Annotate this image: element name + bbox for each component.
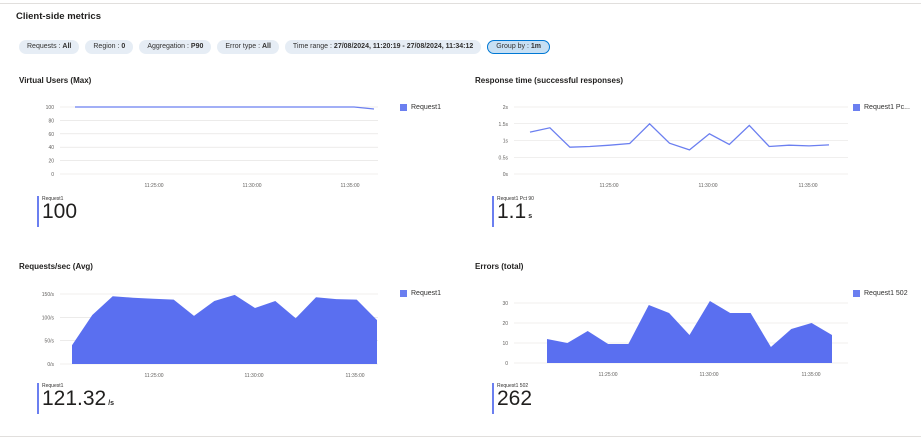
top-divider <box>0 3 921 4</box>
rt-y-tick-label: 0s <box>503 172 509 178</box>
chart-title-response-time: Response time (successful responses) <box>475 76 624 85</box>
legend-label: Request1 502 <box>864 290 908 297</box>
rps-x-tick-label: 11:35:00 <box>345 373 364 379</box>
kpi-requests-per-sec: Request1 121.32/s <box>37 383 114 414</box>
rt-y-tick-label: 2s <box>503 105 509 111</box>
filter-group-by-value: 1m <box>530 43 542 50</box>
rps-y-tick-label: 100/s <box>42 315 55 321</box>
rt-x-tick-label: 11:25:00 <box>599 183 618 189</box>
rps-y-tick-label: 0/s <box>47 362 54 368</box>
filter-error-type-value: All <box>261 43 271 50</box>
filter-error-type-label: Error type <box>225 43 257 50</box>
err-x-tick-label: 11:35:00 <box>801 372 820 378</box>
filter-bar: Requests : All Region : 0 Aggregation : … <box>19 40 551 54</box>
filter-requests[interactable]: Requests : All <box>19 40 80 54</box>
filter-region-label: Region <box>93 43 116 50</box>
filter-time-range-value: 27/08/2024, 11:20:19 - 27/08/2024, 11:34… <box>333 43 474 50</box>
legend-label: Request1 Pc... <box>864 104 910 111</box>
chart-title-virtual-users: Virtual Users (Max) <box>19 76 92 85</box>
vu-x-tick-label: 11:30:00 <box>242 183 261 189</box>
rt-y-tick-label: 1s <box>503 139 509 145</box>
kpi-errors: Request1 502 262 <box>492 383 534 414</box>
vu-y-tick-label: 60 <box>48 132 54 138</box>
filter-requests-label: Requests <box>27 43 57 50</box>
err-y-tick-label: 0 <box>505 361 508 367</box>
filter-requests-value: All <box>62 43 72 50</box>
rps-x-tick-label: 11:30:00 <box>244 373 263 379</box>
section-title: Client-side metrics <box>16 11 101 22</box>
kpi-name: Request1 <box>42 383 64 389</box>
vu-y-tick-label: 0 <box>51 172 54 178</box>
kpi-name: Request1 <box>42 196 64 202</box>
legend-response-time[interactable]: Request1 Pc... <box>853 104 910 111</box>
err-y-tick-label: 10 <box>502 341 508 347</box>
chart-title-requests-per-sec: Requests/sec (Avg) <box>19 262 93 271</box>
rt-y-tick-label: 0.5s <box>499 155 509 161</box>
bottom-divider <box>0 436 921 437</box>
vu-y-tick-label: 100 <box>46 105 55 111</box>
filter-region[interactable]: Region : 0 <box>85 40 134 54</box>
rps-series-area <box>72 294 377 364</box>
kpi-virtual-users: Request1 100 <box>37 196 79 227</box>
filter-group-by-label: Group by <box>496 43 526 50</box>
rps-x-tick-label: 11:25:00 <box>144 373 163 379</box>
chart-title-errors: Errors (total) <box>475 262 524 271</box>
legend-swatch <box>400 104 407 111</box>
err-y-tick-label: 30 <box>502 301 508 307</box>
legend-errors[interactable]: Request1 502 <box>853 290 908 297</box>
legend-swatch <box>853 290 860 297</box>
rt-y-tick-label: 1.5s <box>499 122 509 128</box>
kpi-unit: /s <box>108 400 115 407</box>
vu-x-tick-label: 11:25:00 <box>144 183 163 189</box>
legend-label: Request1 <box>411 290 441 297</box>
kpi-value: 121.32 <box>42 387 107 410</box>
filter-aggregation-label: Aggregation <box>147 43 186 50</box>
filter-time-range-label: Time range <box>292 43 329 50</box>
err-x-tick-label: 11:30:00 <box>699 372 718 378</box>
kpi-name: Request1 502 <box>497 383 529 389</box>
legend-swatch <box>400 290 407 297</box>
rps-y-tick-label: 150/s <box>42 292 55 298</box>
rt-x-tick-label: 11:30:00 <box>698 183 717 189</box>
filter-region-value: 0 <box>121 43 126 50</box>
err-y-tick-label: 20 <box>502 321 508 327</box>
err-x-tick-label: 11:25:00 <box>598 372 617 378</box>
rps-y-tick-label: 50/s <box>45 339 55 345</box>
legend-virtual-users[interactable]: Request1 <box>400 104 441 111</box>
kpi-response-time: Request1 Pct 90 1.1 s <box>492 196 534 227</box>
kpi-name: Request1 Pct 90 <box>497 196 534 202</box>
rt-series-line <box>529 122 830 151</box>
vu-x-tick-label: 11:35:00 <box>340 183 359 189</box>
err-series-area <box>547 301 832 363</box>
kpi-value: 1.1 <box>497 200 527 223</box>
vu-series-line <box>75 106 375 110</box>
vu-y-tick-label: 80 <box>48 118 54 124</box>
filter-error-type[interactable]: Error type : All <box>217 40 279 54</box>
rt-x-tick-label: 11:35:00 <box>798 183 817 189</box>
kpi-value: 262 <box>497 387 533 410</box>
filter-time-range[interactable]: Time range : 27/08/2024, 11:20:19 - 27/0… <box>284 40 482 54</box>
legend-requests-per-sec[interactable]: Request1 <box>400 290 441 297</box>
kpi-value: 100 <box>42 200 78 223</box>
vu-y-tick-label: 20 <box>48 159 54 165</box>
filter-aggregation-value: P90 <box>190 43 204 50</box>
vu-y-tick-label: 40 <box>48 145 54 151</box>
legend-swatch <box>853 104 860 111</box>
filter-group-by[interactable]: Group by : 1m <box>487 40 551 54</box>
kpi-unit: s <box>528 213 533 220</box>
legend-label: Request1 <box>411 104 441 111</box>
filter-aggregation[interactable]: Aggregation : P90 <box>139 40 212 54</box>
